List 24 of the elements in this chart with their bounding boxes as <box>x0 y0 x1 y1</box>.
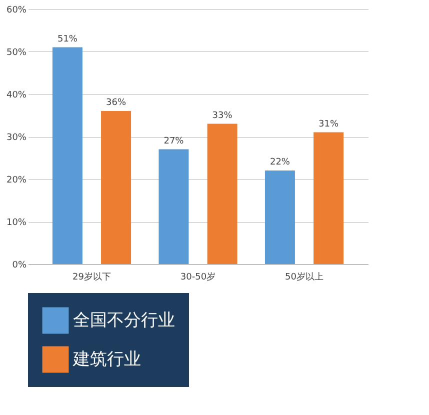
y-tick-label: 60% <box>6 6 27 16</box>
bar <box>101 111 132 264</box>
bar <box>207 124 238 264</box>
y-tick-label: 10% <box>6 218 27 228</box>
y-tick-label: 30% <box>6 133 27 143</box>
y-tick-label: 40% <box>6 90 27 100</box>
bar <box>314 132 344 264</box>
legend-label: 全国不分行业 <box>73 310 175 330</box>
bar <box>52 47 82 264</box>
x-tick-label: 29岁以下 <box>72 272 111 282</box>
x-tick-label: 30-50岁 <box>180 272 216 282</box>
data-label: 33% <box>212 110 233 121</box>
x-tick-label: 50岁以上 <box>285 272 324 282</box>
bar <box>158 149 189 264</box>
y-tick-label: 50% <box>6 48 27 58</box>
y-tick-label: 20% <box>6 176 27 186</box>
data-label: 27% <box>164 136 184 146</box>
data-label: 51% <box>57 34 78 44</box>
data-label: 22% <box>270 158 290 168</box>
legend-label: 建筑行业 <box>72 350 141 370</box>
bar <box>264 170 295 264</box>
data-label: 36% <box>106 98 126 108</box>
data-label: 31% <box>318 119 339 130</box>
y-tick-label: 0% <box>12 260 27 270</box>
